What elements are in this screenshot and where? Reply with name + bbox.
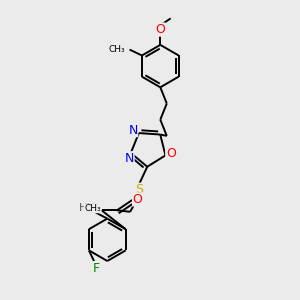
Text: O: O <box>155 23 165 36</box>
Text: CH₃: CH₃ <box>84 204 101 213</box>
Text: O: O <box>133 193 142 206</box>
Text: O: O <box>166 147 176 161</box>
Text: N: N <box>128 124 138 136</box>
Text: S: S <box>135 183 143 196</box>
Text: CH₃: CH₃ <box>108 44 125 53</box>
Text: F: F <box>93 262 100 275</box>
Text: HN: HN <box>78 203 95 213</box>
Text: N: N <box>125 152 134 165</box>
